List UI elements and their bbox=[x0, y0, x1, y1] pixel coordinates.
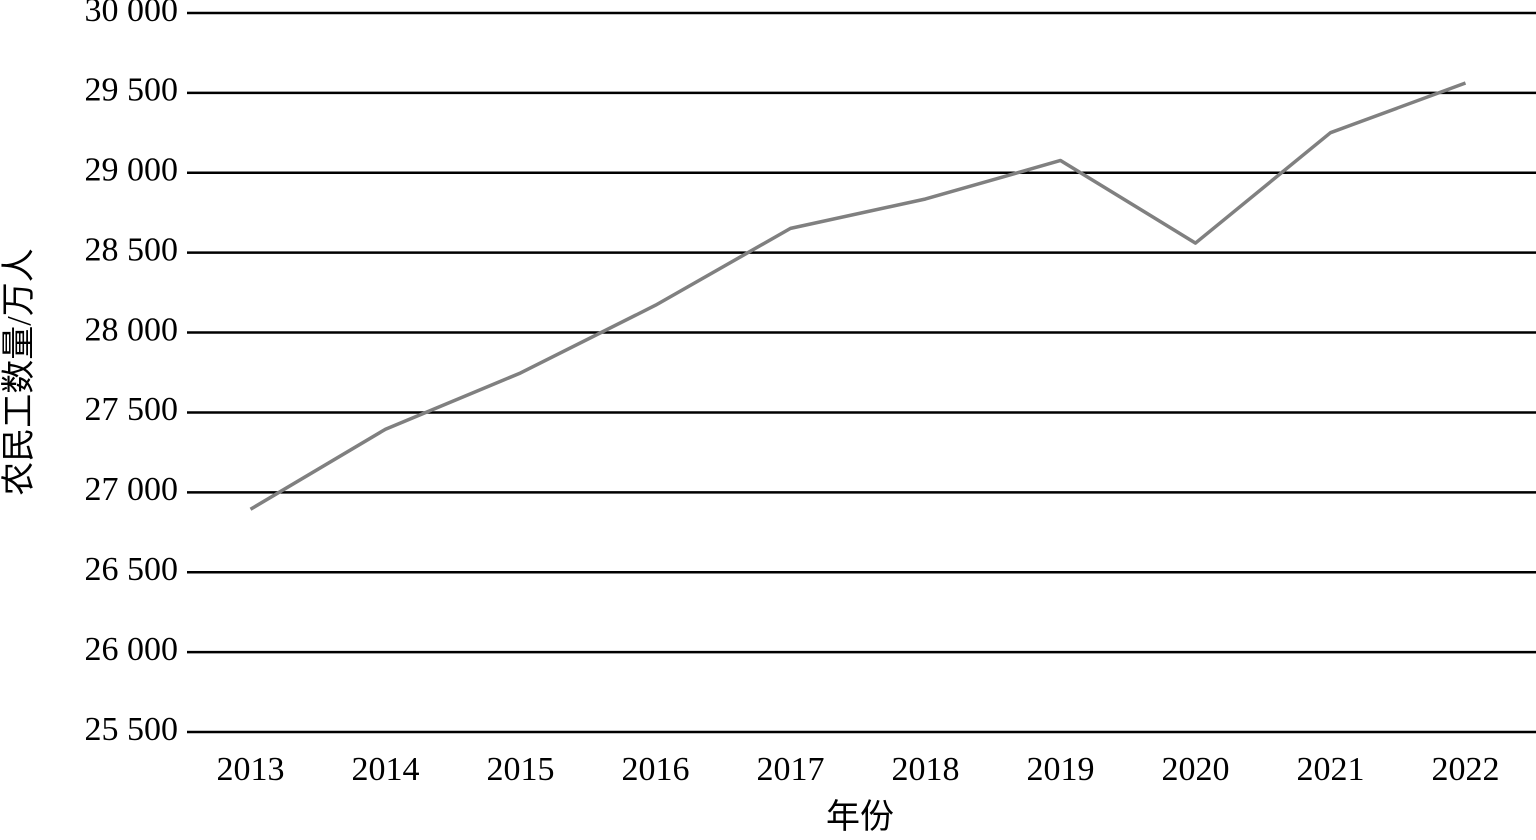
y-tick-label: 30 000 bbox=[85, 0, 179, 29]
y-tick-label: 28 500 bbox=[85, 231, 179, 268]
x-tick-label: 2017 bbox=[757, 751, 825, 788]
x-tick-label: 2018 bbox=[892, 751, 960, 788]
x-tick-label: 2022 bbox=[1432, 751, 1500, 788]
x-tick-label: 2013 bbox=[217, 751, 285, 788]
y-tick-label: 29 500 bbox=[85, 72, 179, 109]
y-tick-label: 27 000 bbox=[85, 471, 179, 508]
y-tick-label: 25 500 bbox=[85, 711, 179, 748]
x-tick-label: 2016 bbox=[622, 751, 690, 788]
y-tick-label: 29 000 bbox=[85, 152, 179, 189]
y-axis-label: 农民工数量/万人 bbox=[0, 248, 38, 495]
x-tick-label: 2015 bbox=[487, 751, 555, 788]
x-tick-label: 2014 bbox=[352, 751, 420, 788]
x-axis-label: 年份 bbox=[826, 798, 894, 836]
y-tick-label: 26 500 bbox=[85, 551, 179, 588]
y-tick-label: 27 500 bbox=[85, 391, 179, 428]
x-tick-label: 2020 bbox=[1162, 751, 1230, 788]
y-tick-label: 26 000 bbox=[85, 631, 179, 668]
x-tick-label: 2019 bbox=[1027, 751, 1095, 788]
line bbox=[249, 81, 1467, 511]
x-tick-label: 2021 bbox=[1297, 751, 1365, 788]
y-tick-label: 28 000 bbox=[85, 311, 179, 348]
